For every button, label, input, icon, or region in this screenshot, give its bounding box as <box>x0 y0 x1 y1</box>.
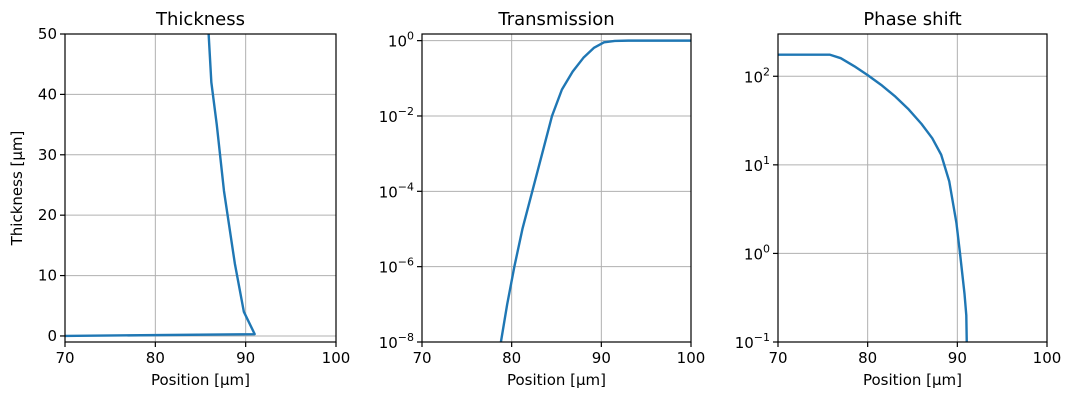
x-tick-label: 100 <box>1033 349 1062 367</box>
series-line <box>499 39 691 343</box>
x-tick-label: 70 <box>55 349 74 367</box>
series-line <box>778 53 968 343</box>
x-axis-label: Position [µm] <box>863 371 962 389</box>
x-tick-label: 90 <box>236 349 255 367</box>
plot-frame <box>777 33 1048 343</box>
subplot-title: Thickness <box>155 9 245 30</box>
y-tick-label: 10 <box>38 267 57 285</box>
y-tick-label: 10−1 <box>735 331 770 352</box>
x-tick-label: 70 <box>412 349 431 367</box>
y-tick-label: 10−4 <box>379 180 414 201</box>
y-tick-label: 10−8 <box>379 331 414 352</box>
x-axis-label: Position [µm] <box>151 371 250 389</box>
subplot-3: 70 80 90 100 10−1 100 101 102 Phase shift Positio… <box>735 9 1062 389</box>
subplot-1: 70 80 90 100 0 10 20 30 40 50 Thickness Position [µ… <box>8 9 350 389</box>
x-tick-label: 90 <box>948 349 967 367</box>
y-tick-label: 100 <box>744 242 770 263</box>
y-tick-label: 30 <box>38 146 57 164</box>
y-tick-label: 101 <box>744 154 770 175</box>
y-axis-label: Thickness [µm] <box>8 131 26 247</box>
y-tick-label: 100 <box>388 30 414 51</box>
x-tick-label: 100 <box>677 349 706 367</box>
subplot-2: 70 80 90 100 10−8 10−6 10−4 10−2 100 Transmission… <box>379 9 706 389</box>
x-tick-label: 90 <box>592 349 611 367</box>
subplot-title: Transmission <box>497 9 614 30</box>
x-tick-label: 80 <box>502 349 521 367</box>
plot-frame <box>64 33 337 343</box>
y-tick-label: 20 <box>38 206 57 224</box>
y-tick-label: 50 <box>38 25 57 43</box>
x-tick-label: 80 <box>146 349 165 367</box>
series-line <box>64 33 256 338</box>
plot-frame <box>421 33 692 343</box>
x-tick-label: 70 <box>768 349 787 367</box>
x-axis-label: Position [µm] <box>507 371 606 389</box>
x-tick-label: 100 <box>322 349 351 367</box>
subplot-title: Phase shift <box>863 9 961 30</box>
y-tick-label: 102 <box>744 65 770 86</box>
y-tick-label: 10−2 <box>379 105 414 126</box>
y-tick-label: 0 <box>47 327 57 345</box>
x-tick-label: 80 <box>858 349 877 367</box>
y-tick-label: 40 <box>38 85 57 103</box>
y-tick-label: 10−6 <box>379 256 414 277</box>
